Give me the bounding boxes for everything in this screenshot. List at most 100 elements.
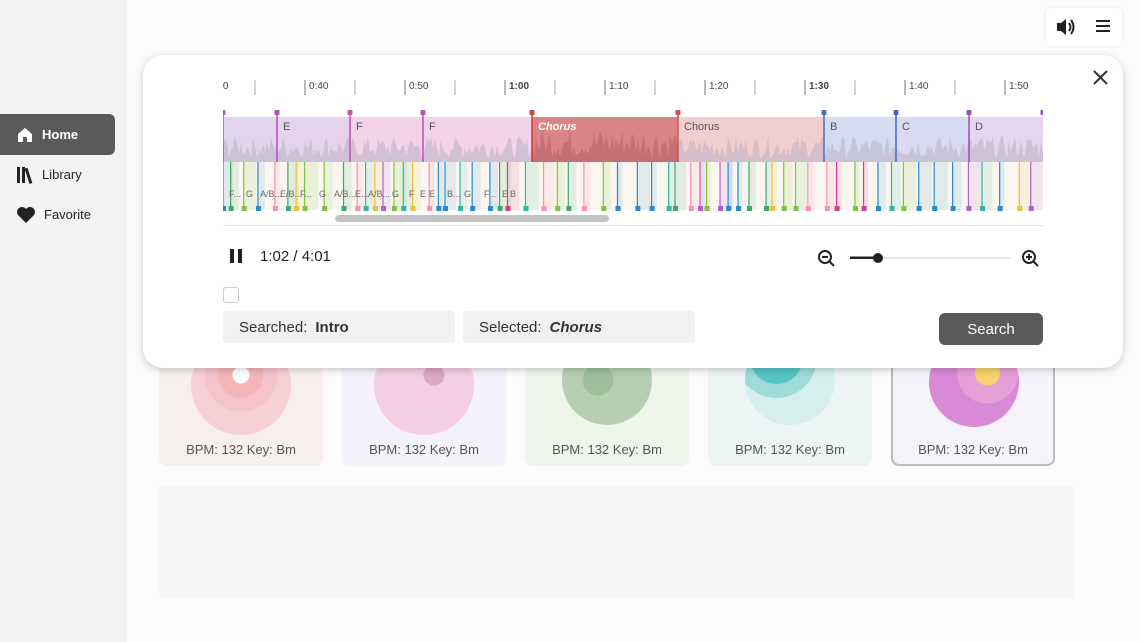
chord-dot [615,206,621,211]
chord-label: G [464,189,471,199]
section-marker-head [1040,110,1043,115]
chord-block [499,162,512,210]
section-label: F [429,121,436,133]
chord-dot [950,206,956,211]
section-label: C [902,121,910,133]
chord-block [287,162,299,210]
chord-dot [635,206,641,211]
chord-block [365,162,375,210]
chord-block [403,162,412,210]
nav-label: Library [42,167,82,182]
chord-dot [294,206,300,211]
card-info: BPM: 132 Key: Bm [552,442,662,457]
menu-button[interactable] [1096,20,1110,32]
timeline: 0:30 0:40 0:50 1:00 1:10 1:20 1:30 1:40 1:50 F...… [209,70,1108,226]
zoom-in[interactable] [1022,250,1039,267]
chord-dot [966,206,972,211]
chord-dot [980,206,986,211]
top-controls [1046,8,1122,46]
volume-button[interactable] [1057,19,1075,35]
tick-label: 1:40 [909,81,929,92]
chord-block [603,162,611,210]
chord-label: G [319,189,326,199]
chord-block [412,162,421,210]
chord-block [934,162,948,210]
chord-dot [255,206,261,211]
chord-block [891,162,901,210]
chord-dot [932,206,938,211]
chord-block [772,162,777,210]
chord-block [1019,162,1030,210]
chord-block [999,162,1005,210]
close-button[interactable] [1093,70,1108,85]
chord-block [783,162,793,210]
chord-dot [601,206,607,211]
nav-library[interactable]: Library [0,154,115,195]
card-info: BPM: 132 Key: Bm [369,442,479,457]
waveform [969,136,1043,162]
waveform [350,136,423,162]
nav-home[interactable]: Home [0,114,115,155]
chord-dot [901,206,907,211]
results-panel [159,486,1074,598]
chord-dot [824,206,830,211]
chord-label: F... [300,189,312,199]
chord-block [296,162,305,210]
chord-block [728,162,733,210]
chord-dot [427,206,433,211]
chord-label: F... [229,189,241,199]
chord-dot [497,206,503,211]
search-button[interactable]: Search [939,313,1043,345]
chord-dot [673,206,679,211]
section-marker-head [274,110,280,115]
chord-block [617,162,623,210]
waveform [223,136,277,162]
chord-dot [581,206,587,211]
nav-favorite[interactable]: Favorite [0,194,115,235]
chord-block [357,162,365,210]
chord-block [651,162,657,210]
section-label: F [356,121,363,133]
chord-dot [875,206,881,211]
chord-block [438,162,444,210]
nav-label: Home [42,127,79,142]
chord-dot [381,206,387,211]
chord-block [274,162,280,210]
tick-label: 1:30 [809,81,829,92]
waveform [824,136,896,162]
chord-block [223,162,233,210]
chord-dot [223,206,226,211]
chord-dot [889,206,895,211]
zoom-knob[interactable] [873,253,883,263]
chord-lane [223,162,1043,210]
section-label: Chorus [684,121,720,133]
chord-dot [649,206,655,211]
chord-block [393,162,408,210]
waveform [896,137,969,162]
section-label: Chorus [538,121,577,133]
section-label: E [283,121,290,133]
tick-label: 1:10 [609,81,629,92]
chord-label: E... [355,189,369,199]
waveform [678,136,824,162]
chord-block [877,162,886,210]
top-icons [1057,19,1110,35]
chord-dot [735,206,741,211]
chord-block [706,162,711,210]
card-info: BPM: 132 Key: Bm [918,442,1028,457]
chord-block [230,162,240,210]
chord-dot [916,206,922,211]
checkbox[interactable] [223,287,239,303]
tick-label: 0:30 [209,81,229,92]
chord-block [737,162,743,210]
chord-block [243,162,257,210]
pause-button[interactable] [230,249,242,263]
tick-label: 0:40 [309,81,329,92]
card-info: BPM: 132 Key: Bm [186,442,296,457]
chord-dot [718,206,724,211]
zoom-out[interactable] [818,250,835,267]
chord-block [304,162,318,210]
scrollbar[interactable] [335,215,609,222]
chord-label: E [420,189,426,199]
